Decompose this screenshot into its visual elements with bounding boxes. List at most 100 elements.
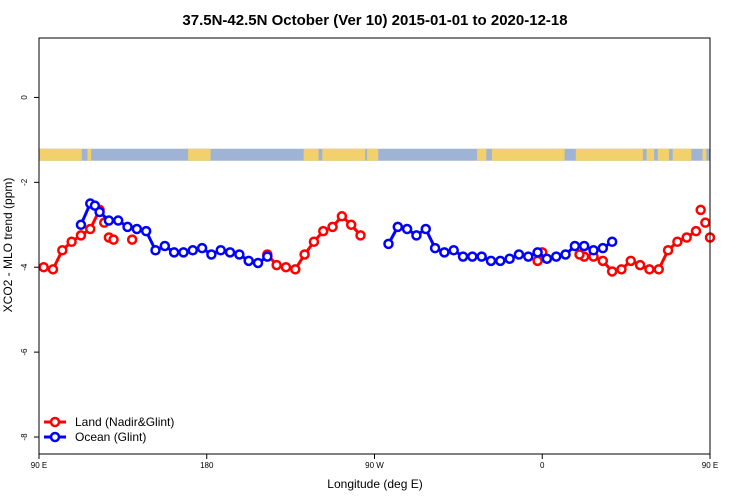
x-axis-label: Longitude (deg E) bbox=[327, 477, 422, 491]
data-point bbox=[681, 232, 692, 243]
data-point bbox=[429, 242, 441, 254]
data-point bbox=[457, 251, 469, 262]
data-point bbox=[672, 236, 683, 248]
data-point bbox=[578, 240, 590, 252]
data-point bbox=[196, 242, 208, 254]
data-point bbox=[178, 247, 189, 258]
map-land-segment bbox=[39, 148, 82, 161]
data-point bbox=[504, 253, 515, 264]
data-point bbox=[57, 244, 68, 256]
data-point bbox=[243, 255, 254, 267]
data-point bbox=[513, 249, 525, 260]
chart-title: 37.5N-42.5N October (Ver 10) 2015-01-01 … bbox=[182, 12, 567, 29]
data-point bbox=[690, 225, 702, 237]
data-point bbox=[336, 211, 348, 222]
data-point bbox=[252, 257, 264, 269]
data-point bbox=[653, 264, 664, 275]
data-point bbox=[271, 259, 282, 271]
data-point bbox=[112, 215, 124, 226]
map-land-segment bbox=[491, 148, 565, 161]
data-point bbox=[299, 249, 310, 260]
series-layer bbox=[38, 198, 716, 277]
legend: Land (Nadir&Glint)Ocean (Glint) bbox=[44, 415, 174, 444]
map-land-segment bbox=[477, 148, 487, 161]
data-point bbox=[206, 249, 217, 260]
x-tick-label: 90 W bbox=[365, 461, 384, 470]
data-point bbox=[495, 255, 506, 267]
data-point bbox=[150, 244, 161, 256]
map-land-segment bbox=[188, 148, 211, 161]
map-land-segment bbox=[322, 148, 366, 161]
data-point bbox=[523, 251, 534, 262]
data-point bbox=[401, 223, 413, 235]
data-point bbox=[85, 223, 96, 235]
data-point bbox=[327, 221, 338, 233]
data-point bbox=[168, 247, 180, 258]
data-point bbox=[317, 225, 329, 237]
axes-layer: 90 E 180 90 W 0 90 E 0 -2 -4 -6 -8 bbox=[20, 37, 718, 470]
data-point bbox=[550, 251, 562, 262]
data-point bbox=[485, 255, 497, 267]
data-point bbox=[140, 225, 152, 237]
y-tick-label: -8 bbox=[20, 433, 29, 441]
series-ocean bbox=[75, 198, 618, 269]
map-land-segment bbox=[657, 148, 669, 161]
data-point bbox=[159, 240, 171, 252]
map-land-segment bbox=[575, 148, 643, 161]
data-point bbox=[625, 255, 637, 267]
data-point bbox=[392, 221, 404, 233]
map-land-segment bbox=[87, 148, 92, 161]
data-point bbox=[467, 251, 478, 262]
data-point bbox=[448, 244, 459, 256]
data-point bbox=[644, 264, 655, 275]
y-tick-label: -4 bbox=[20, 263, 29, 271]
data-point bbox=[606, 266, 618, 277]
legend-label: Ocean (Glint) bbox=[75, 430, 146, 444]
data-point bbox=[616, 264, 627, 275]
data-point bbox=[126, 234, 138, 245]
data-point bbox=[606, 236, 618, 248]
map-land-segment bbox=[367, 148, 379, 161]
data-point bbox=[308, 236, 320, 248]
world-map-strip bbox=[39, 148, 710, 161]
x-tick-label: 180 bbox=[200, 461, 214, 470]
data-point bbox=[187, 244, 199, 256]
data-point bbox=[131, 223, 143, 235]
data-point bbox=[280, 261, 292, 273]
data-point bbox=[420, 223, 432, 235]
legend-label: Land (Nadir&Glint) bbox=[75, 415, 174, 429]
y-axis-label: XCO2 - MLO trend (ppm) bbox=[1, 178, 15, 313]
y-tick-label: 0 bbox=[20, 95, 29, 100]
map-land-segment bbox=[646, 148, 655, 161]
map-land-segment bbox=[672, 148, 692, 161]
data-point bbox=[541, 253, 553, 264]
data-point bbox=[66, 236, 77, 248]
legend-marker bbox=[49, 416, 61, 428]
y-tick-label: -6 bbox=[20, 348, 29, 356]
data-point bbox=[411, 230, 422, 241]
map-land-segment bbox=[303, 148, 319, 161]
data-point bbox=[695, 204, 706, 216]
data-point bbox=[560, 249, 571, 260]
data-point bbox=[574, 249, 585, 260]
data-point bbox=[597, 255, 609, 267]
data-point bbox=[215, 244, 226, 256]
data-point bbox=[532, 247, 543, 258]
map-land-segment bbox=[702, 148, 707, 161]
data-point bbox=[224, 247, 236, 258]
data-point bbox=[634, 259, 646, 271]
data-point bbox=[94, 206, 105, 218]
data-point bbox=[290, 264, 301, 275]
data-point bbox=[532, 255, 543, 267]
x-tick-label: 90 E bbox=[702, 461, 718, 470]
legend-marker bbox=[49, 431, 61, 443]
data-point bbox=[122, 221, 133, 233]
data-point bbox=[588, 244, 599, 256]
data-point bbox=[597, 242, 609, 254]
data-point bbox=[75, 219, 87, 231]
y-tick-label: -2 bbox=[20, 178, 29, 186]
data-point bbox=[569, 240, 581, 252]
data-point bbox=[75, 230, 87, 241]
x-tick-label: 90 E bbox=[31, 461, 47, 470]
